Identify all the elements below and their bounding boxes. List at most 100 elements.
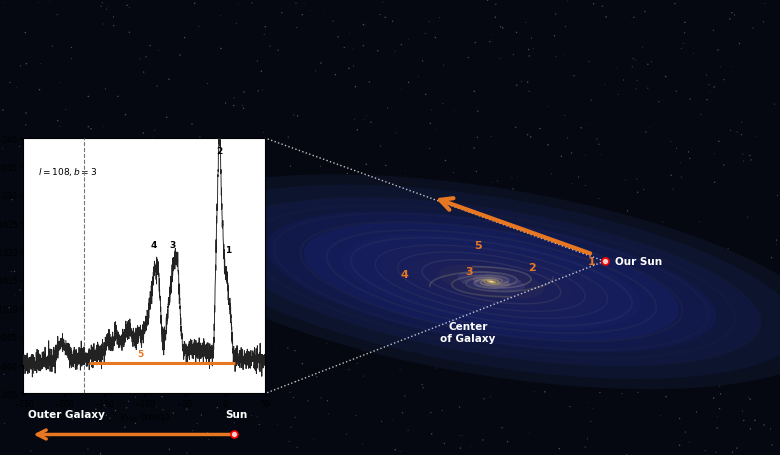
Point [28,195,41,202]
Point [484,394,497,401]
Point [485,134,498,141]
Point [699,447,711,455]
Point [95,4,108,11]
Point [612,222,625,229]
Point [712,47,725,55]
Point [149,127,161,135]
Point [102,205,115,212]
Point [631,77,644,85]
Point [219,100,232,107]
Point [161,165,174,172]
Point [262,224,275,232]
Text: $l = 108, b = 3$: $l = 108, b = 3$ [38,166,97,177]
Point [73,182,85,189]
Text: Sun: Sun [225,410,247,420]
Point [34,425,46,433]
Point [535,365,548,373]
Point [28,151,41,158]
Point [321,397,334,404]
Point [115,318,127,325]
Point [478,242,491,249]
Point [0,146,9,153]
Point [566,150,578,157]
Point [288,112,300,120]
Point [249,222,261,229]
Point [322,227,335,234]
Point [289,378,302,385]
Point [400,427,413,434]
Point [438,440,451,447]
Point [185,298,197,305]
Point [596,4,608,11]
Point [390,130,402,137]
Point [577,367,590,374]
Point [125,198,137,206]
Point [351,360,363,367]
Point [405,231,417,238]
Point [105,303,117,310]
Point [399,393,411,400]
Point [189,0,201,8]
Point [143,225,155,233]
Point [508,222,520,229]
Point [51,12,63,20]
Point [581,435,594,443]
Point [642,86,654,93]
Point [433,394,445,401]
Point [703,82,715,89]
Point [271,421,283,428]
Point [58,260,70,267]
Point [483,331,495,339]
Point [714,405,726,412]
Point [34,61,47,68]
Point [639,9,651,16]
Point [85,126,98,133]
Point [687,288,700,295]
Ellipse shape [439,265,544,299]
Point [729,12,741,20]
Point [366,205,378,212]
Point [423,311,435,318]
Point [229,332,242,339]
Point [470,168,483,176]
Point [307,435,320,443]
Point [17,170,30,177]
Point [65,183,77,190]
Point [359,299,371,306]
Point [587,405,599,412]
Point [237,106,250,113]
Point [446,273,459,280]
Point [593,142,605,149]
Point [771,237,780,244]
Point [682,149,695,156]
Point [707,272,720,279]
Point [557,202,569,209]
Point [666,363,679,370]
Point [479,276,491,283]
Point [477,217,490,224]
Point [447,253,459,261]
Point [381,105,394,112]
Point [425,430,438,438]
Point [298,1,310,8]
Point [112,298,124,306]
Point [549,11,562,19]
Point [589,334,601,342]
Point [579,443,591,450]
Point [120,404,133,412]
Point [564,286,576,293]
Point [34,87,46,94]
Point [627,56,640,63]
Point [290,25,303,32]
Point [342,66,355,73]
Point [448,107,461,115]
Point [471,134,484,142]
Point [626,64,639,71]
Point [144,162,156,169]
Point [315,394,328,402]
Point [745,157,757,164]
Point [174,52,186,60]
Point [523,429,535,436]
Point [502,438,514,445]
Point [287,394,300,401]
